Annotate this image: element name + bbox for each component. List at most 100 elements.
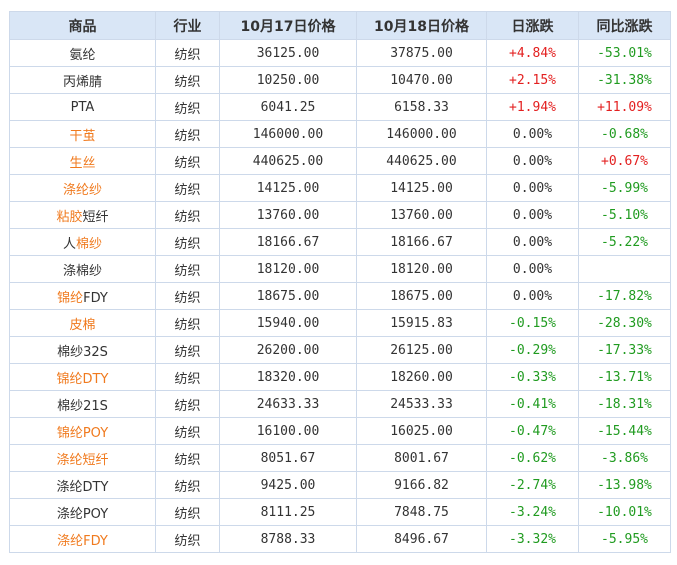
commodity-text: 涤纶POY: [56, 506, 109, 522]
header-price-oct18: 10月18日价格: [356, 11, 487, 40]
commodity-link[interactable]: 皮棉: [69, 317, 96, 333]
daily-change-cell: +4.84%: [486, 39, 579, 67]
daily-change-cell: -3.24%: [486, 498, 579, 526]
price-oct17-cell: 18320.00: [219, 363, 357, 391]
industry-cell: 纺织: [155, 174, 220, 202]
yoy-change-cell: +11.09%: [578, 93, 671, 121]
price-oct17-cell: 440625.00: [219, 147, 357, 175]
daily-change-cell: +2.15%: [486, 66, 579, 94]
commodity-name-cell: 涤纶POY: [9, 498, 156, 526]
industry-cell: 纺织: [155, 444, 220, 472]
price-oct18-cell: 37875.00: [356, 39, 487, 67]
commodity-name-cell: 生丝: [9, 147, 156, 175]
commodity-link[interactable]: 涤纶FDY: [57, 533, 108, 549]
yoy-change-cell: -53.01%: [578, 39, 671, 67]
commodity-link[interactable]: 粘胶: [56, 209, 83, 225]
header-row: 商品 行业 10月17日价格 10月18日价格 日涨跌 同比涨跌: [9, 11, 671, 40]
commodity-name-cell: 棉纱32S: [9, 336, 156, 364]
industry-cell: 纺织: [155, 201, 220, 229]
commodity-link[interactable]: 锦纶DTY: [56, 371, 109, 387]
industry-cell: 纺织: [155, 255, 220, 283]
commodity-text: FDY: [83, 290, 108, 306]
industry-cell: 纺织: [155, 336, 220, 364]
price-oct17-cell: 13760.00: [219, 201, 357, 229]
table-row: 涤纶FDY 纺织 8788.33 8496.67 -3.32% -5.95%: [9, 525, 671, 553]
price-oct17-cell: 14125.00: [219, 174, 357, 202]
commodity-name-cell: 干茧: [9, 120, 156, 148]
commodity-link[interactable]: 涤纶短纤: [56, 452, 109, 468]
price-oct18-cell: 14125.00: [356, 174, 487, 202]
table-row: 锦纶DTY 纺织 18320.00 18260.00 -0.33% -13.71%: [9, 363, 671, 391]
industry-cell: 纺织: [155, 93, 220, 121]
price-oct18-cell: 7848.75: [356, 498, 487, 526]
daily-change-cell: 0.00%: [486, 228, 579, 256]
commodity-text: PTA: [70, 99, 95, 115]
yoy-change-cell: -15.44%: [578, 417, 671, 445]
table-body: 氨纶 纺织 36125.00 37875.00 +4.84% -53.01% 丙烯腈 纺织 10…: [9, 39, 671, 553]
commodity-text: 棉纱32S: [57, 344, 108, 360]
daily-change-cell: +1.94%: [486, 93, 579, 121]
commodity-name-cell: 粘胶短纤: [9, 201, 156, 229]
price-oct17-cell: 146000.00: [219, 120, 357, 148]
price-oct18-cell: 18120.00: [356, 255, 487, 283]
price-oct18-cell: 6158.33: [356, 93, 487, 121]
price-oct17-cell: 15940.00: [219, 309, 357, 337]
price-oct17-cell: 8111.25: [219, 498, 357, 526]
commodity-link[interactable]: 锦纶: [57, 290, 84, 306]
commodity-name-cell: 涤纶短纤: [9, 444, 156, 472]
commodity-link[interactable]: 棉纱: [76, 236, 103, 252]
yoy-change-cell: -10.01%: [578, 498, 671, 526]
industry-cell: 纺织: [155, 66, 220, 94]
industry-cell: 纺织: [155, 390, 220, 418]
table-header: 商品 行业 10月17日价格 10月18日价格 日涨跌 同比涨跌: [9, 11, 671, 40]
commodity-name-cell: 锦纶FDY: [9, 282, 156, 310]
header-industry: 行业: [155, 11, 220, 40]
commodity-name-cell: 锦纶DTY: [9, 363, 156, 391]
price-table-container: 商品 行业 10月17日价格 10月18日价格 日涨跌 同比涨跌 氨纶 纺织 361…: [9, 11, 671, 553]
price-oct18-cell: 18675.00: [356, 282, 487, 310]
price-oct17-cell: 18120.00: [219, 255, 357, 283]
price-oct18-cell: 10470.00: [356, 66, 487, 94]
price-oct18-cell: 18166.67: [356, 228, 487, 256]
daily-change-cell: 0.00%: [486, 282, 579, 310]
commodity-text: 氨纶: [69, 47, 96, 63]
yoy-change-cell: -13.98%: [578, 471, 671, 499]
price-oct18-cell: 13760.00: [356, 201, 487, 229]
price-oct17-cell: 6041.25: [219, 93, 357, 121]
yoy-change-cell: -0.68%: [578, 120, 671, 148]
table-row: 氨纶 纺织 36125.00 37875.00 +4.84% -53.01%: [9, 39, 671, 67]
price-oct18-cell: 146000.00: [356, 120, 487, 148]
commodity-link[interactable]: 干茧: [69, 128, 96, 144]
daily-change-cell: 0.00%: [486, 201, 579, 229]
table-row: 干茧 纺织 146000.00 146000.00 0.00% -0.68%: [9, 120, 671, 148]
price-oct18-cell: 8001.67: [356, 444, 487, 472]
header-price-oct17: 10月17日价格: [219, 11, 357, 40]
table-row: 丙烯腈 纺织 10250.00 10470.00 +2.15% -31.38%: [9, 66, 671, 94]
commodity-link[interactable]: 锦纶POY: [56, 425, 109, 441]
price-oct17-cell: 9425.00: [219, 471, 357, 499]
daily-change-cell: -0.41%: [486, 390, 579, 418]
price-oct18-cell: 24533.33: [356, 390, 487, 418]
commodity-text: 涤棉纱: [62, 263, 102, 279]
daily-change-cell: -0.15%: [486, 309, 579, 337]
commodity-name-cell: 涤纶FDY: [9, 525, 156, 553]
commodity-price-table: 商品 行业 10月17日价格 10月18日价格 日涨跌 同比涨跌 氨纶 纺织 361…: [9, 11, 671, 553]
commodity-name-cell: 氨纶: [9, 39, 156, 67]
industry-cell: 纺织: [155, 282, 220, 310]
commodity-link[interactable]: 涤纶纱: [62, 182, 102, 198]
yoy-change-cell: -31.38%: [578, 66, 671, 94]
table-row: 涤纶纱 纺织 14125.00 14125.00 0.00% -5.99%: [9, 174, 671, 202]
table-row: 棉纱21S 纺织 24633.33 24533.33 -0.41% -18.31%: [9, 390, 671, 418]
commodity-link[interactable]: 生丝: [69, 155, 96, 171]
price-oct18-cell: 9166.82: [356, 471, 487, 499]
daily-change-cell: 0.00%: [486, 120, 579, 148]
table-row: 生丝 纺织 440625.00 440625.00 0.00% +0.67%: [9, 147, 671, 175]
yoy-change-cell: -17.82%: [578, 282, 671, 310]
industry-cell: 纺织: [155, 363, 220, 391]
commodity-text: 棉纱21S: [57, 398, 108, 414]
price-oct17-cell: 16100.00: [219, 417, 357, 445]
price-oct18-cell: 16025.00: [356, 417, 487, 445]
daily-change-cell: -0.33%: [486, 363, 579, 391]
price-oct18-cell: 15915.83: [356, 309, 487, 337]
yoy-change-cell: -17.33%: [578, 336, 671, 364]
